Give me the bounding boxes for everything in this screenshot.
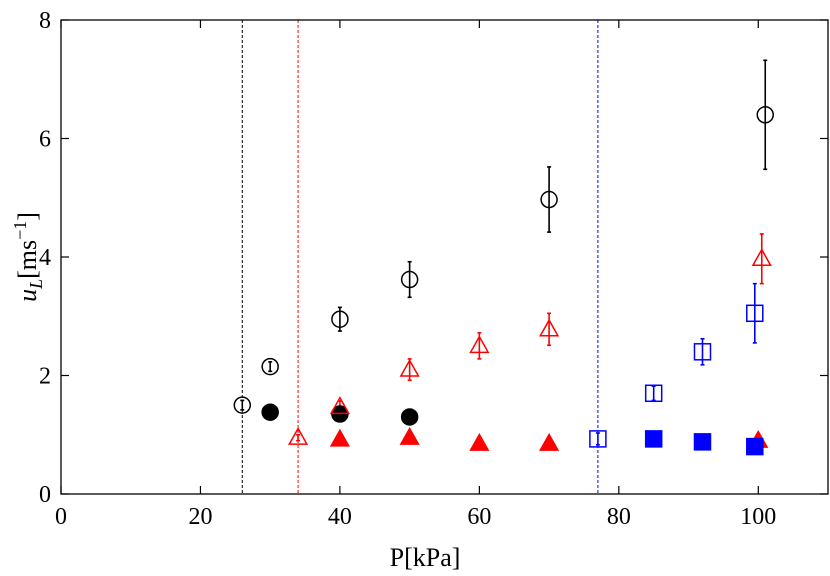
filled-square-marker <box>693 433 712 451</box>
y-tick-label: 2 <box>39 364 51 390</box>
axis-ticks <box>60 19 828 495</box>
y-axis-label-close: ] <box>13 212 42 221</box>
open-triangle-marker <box>539 318 560 337</box>
x-tick-label: 100 <box>740 504 776 530</box>
open-circle-marker <box>400 270 419 289</box>
y-axis-label-subscript: L <box>26 279 46 290</box>
filled-triangle-marker <box>399 426 420 445</box>
filled-circle-marker <box>400 408 419 426</box>
y-axis-label-symbol: u <box>13 289 42 302</box>
filled-circle-marker <box>261 403 279 421</box>
reference-lines <box>241 20 599 494</box>
x-tick-label: 80 <box>607 504 631 530</box>
open-square-marker <box>746 304 764 323</box>
open-circle-marker <box>331 310 349 328</box>
x-tick-label: 0 <box>55 504 67 530</box>
plot-frame <box>60 19 829 495</box>
open-triangle-marker <box>751 248 772 266</box>
filled-square-marker <box>746 437 764 456</box>
open-square-marker <box>644 384 663 403</box>
open-circle-marker <box>540 190 558 209</box>
x-tick-label: 40 <box>328 504 352 530</box>
filled-triangle-marker <box>469 432 490 451</box>
filled-triangle-marker <box>539 432 560 451</box>
open-circle-marker <box>756 106 774 124</box>
open-circle-marker <box>233 396 252 414</box>
open-square-marker <box>589 430 607 448</box>
open-triangle-marker <box>399 358 420 377</box>
filled-triangle-marker <box>329 428 350 447</box>
open-triangle-marker <box>469 335 490 354</box>
open-square-marker <box>693 343 712 361</box>
filled-square-marker <box>644 430 663 448</box>
y-axis-label: uL[ms−1] <box>10 212 46 302</box>
y-tick-label: 4 <box>39 245 51 271</box>
open-triangle-marker <box>329 396 350 415</box>
data-markers <box>233 106 774 456</box>
y-tick-label: 8 <box>39 8 51 34</box>
y-tick-label: 0 <box>39 482 51 508</box>
tick-labels: 0 20 40 60 80 100 0 2 4 6 8 <box>39 8 776 530</box>
y-tick-label: 6 <box>39 127 51 153</box>
error-bars <box>240 59 768 446</box>
y-axis-label-exponent: −1 <box>10 221 30 240</box>
x-axis-label: P[kPa] <box>390 543 461 572</box>
open-triangle-marker <box>287 426 309 445</box>
x-tick-label: 20 <box>188 504 212 530</box>
y-axis-label-unit: [ms <box>13 240 42 279</box>
x-tick-label: 60 <box>467 504 491 530</box>
open-circle-marker <box>261 357 279 376</box>
